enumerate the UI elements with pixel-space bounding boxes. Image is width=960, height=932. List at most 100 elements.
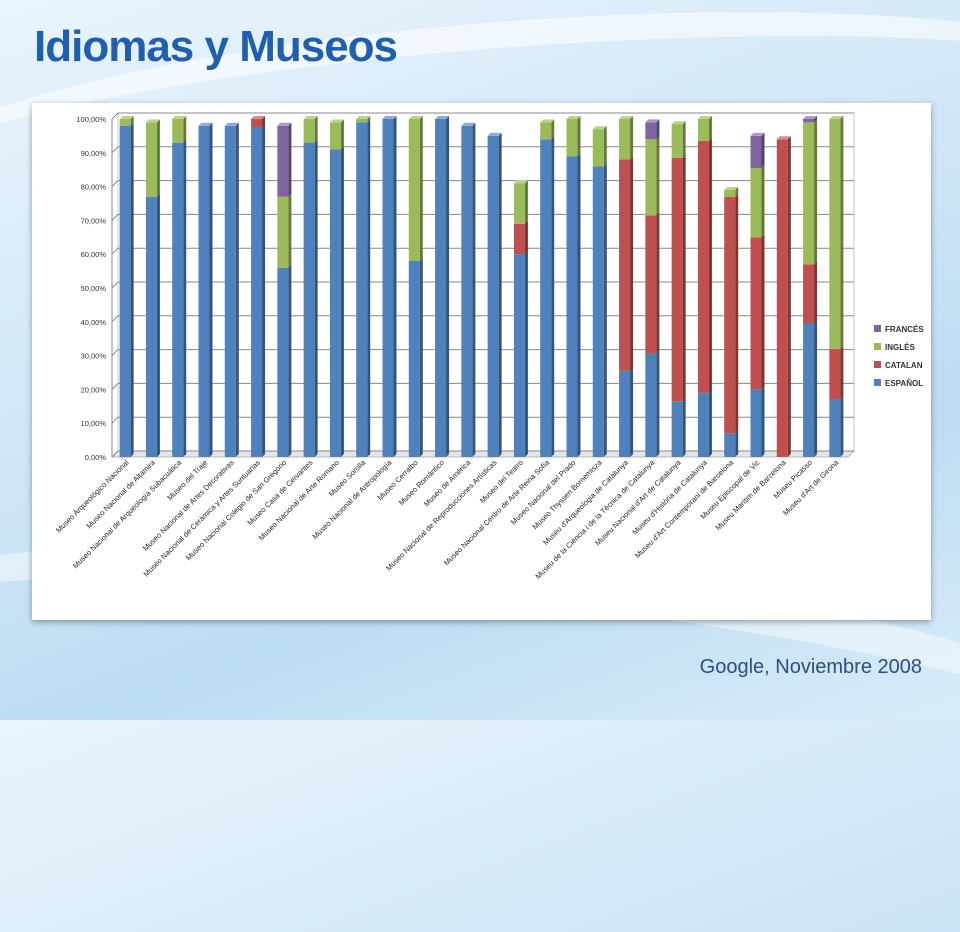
y-tick-label: 10,00% [81,419,107,428]
bar-segment [277,267,289,457]
bar-segment [145,122,157,197]
gridline [111,281,854,289]
bar-side [130,116,134,126]
bar-segment [251,127,263,457]
bar-side [183,139,187,457]
bar-top [592,126,607,130]
gridline [111,382,854,390]
bar-side [156,193,160,457]
bar-side [630,116,634,160]
bar-segment [592,166,604,457]
bar-top [461,122,476,126]
bar-segment [487,135,499,457]
bar-segment [382,119,394,457]
bar-top [119,116,134,119]
bar-side [524,251,528,457]
x-category-label: Museu d'Art Contemporani de Barcelona [633,457,736,560]
bar-side [367,116,371,123]
gridline [111,112,854,120]
bar-side [814,320,818,457]
bar-side [761,386,765,457]
bar-side [682,398,686,457]
bar-side [235,122,239,457]
bar-segment [145,196,157,457]
bar-side [340,119,344,150]
bar-top [750,132,765,136]
bar-top [435,116,450,119]
bar-top [829,116,844,119]
bar-side [761,165,765,238]
bar-top [513,180,528,184]
stacked-bar-chart: 0,00% 10,00% 20,00% 30,00% 40,00% 50,00% 60,00… [54,112,924,581]
bar-segment [697,392,709,457]
bar-segment [724,196,736,434]
bar-side [682,121,686,158]
bar-top [487,132,502,136]
bar-side [551,119,555,140]
gridline [111,247,854,255]
bar-side [603,126,607,167]
legend-label: INGLÉS [885,343,915,352]
bar-segment [435,119,447,457]
bar-segment [750,135,762,169]
bar-segment [697,140,709,393]
bar-segment [750,237,762,390]
bar-segment [645,215,657,354]
bar-side [656,136,660,216]
bar-segment [277,125,289,197]
x-category-label: Museo Romántico [397,458,446,507]
bar-segment [513,183,525,224]
y-tick-label: 80,00% [81,183,107,192]
bar-side [735,193,739,434]
bar-side [656,350,660,457]
bar-side [393,116,397,457]
bar-segment [776,139,788,457]
bar-segment [645,139,657,216]
bar-side [708,137,712,393]
bar-side [577,116,581,157]
bar-side [314,116,318,143]
source-caption: Google, Noviembre 2008 [699,656,922,678]
bar-side [814,261,818,324]
bar-top [251,116,266,119]
bar-side [367,119,371,457]
bar-side [656,119,660,140]
bar-segment [513,223,525,255]
bar-segment [356,122,368,457]
bar-side [630,156,634,371]
bar-segment [540,139,552,457]
gridline [111,416,854,424]
y-tick-label: 20,00% [81,385,107,394]
bar-segment [671,401,683,457]
bar-side [656,212,660,354]
y-tick-label: 50,00% [81,284,107,293]
bar-top [724,186,739,190]
bar-top [671,121,686,125]
bar-top [382,116,397,119]
bar-side [551,136,555,457]
bar-side [419,257,423,457]
bar-segment [619,119,631,160]
bar-top [277,122,292,126]
bar-side [262,124,266,457]
bar-side [288,122,292,197]
bar-segment [592,129,604,167]
bar-segment [119,125,131,457]
bar-top [619,116,634,119]
bar-segment [803,119,815,123]
bar-top [198,122,213,126]
bar-segment [724,433,736,457]
bar-side [498,132,502,457]
bar-top [408,116,423,119]
bar-side [630,367,634,457]
bar-segment [461,125,473,457]
bar-top [645,119,660,123]
bar-side [130,122,134,457]
bar-segment [803,323,815,457]
bar-side [814,116,818,123]
bar-side [577,153,581,457]
bar-top [224,122,239,126]
bar-side [814,119,818,265]
bar-segment [303,142,315,457]
bar-side [524,180,528,224]
